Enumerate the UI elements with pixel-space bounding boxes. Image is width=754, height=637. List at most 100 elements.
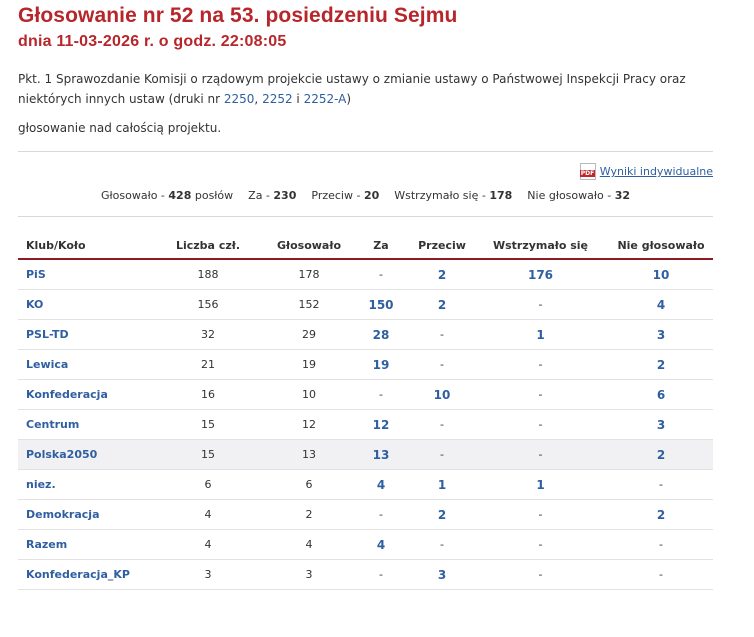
closing-paren: ) [346,92,352,106]
for-vote-link[interactable]: 13 [372,447,390,462]
club-name-link[interactable]: Demokracja [18,499,148,530]
cell-abstain: - [472,379,609,410]
club-results-table: Klub/Koło Liczba czł. Głosowało Za Przec… [18,232,713,590]
table-row: PSL-TD 32 29 28 - 1 3 [18,319,713,350]
separator: i [292,92,304,106]
table-row: Centrum 15 12 12- -3 [18,409,713,440]
club-name-link[interactable]: KO [18,289,148,320]
cell-abstain: - [472,289,609,320]
cell-against: - [412,529,472,560]
cell-for: - [350,499,412,530]
cell-for: 19 [350,349,412,380]
club-name-link[interactable]: Lewica [18,349,148,380]
cell-for: 150 [350,289,412,320]
table-row: Razem 4 4 4- - - [18,529,713,560]
for-vote-link[interactable]: 150 [368,297,394,312]
for-vote-link[interactable]: 4 [376,537,386,552]
cell-not-voted: 10 [609,259,713,290]
table-row: Polska2050 15 13 13- -2 [18,439,713,470]
voted-count: 428 [168,189,192,202]
against-count: 20 [363,189,380,202]
cell-members: 6 [148,469,268,500]
vote-summary: Głosowało - 428 posłów Za - 230 Przeciw … [18,189,713,202]
for-label: Za - [248,189,274,202]
cell-voted: 10 [268,379,350,410]
individual-results-label: Wyniki indywidualne [599,165,713,178]
abstain-label: Wstrzymało się - [394,189,490,202]
pdf-icon-label: PDF [579,170,596,177]
cell-abstain: 1 [472,469,609,500]
for-count: 230 [273,189,297,202]
not-voted-label: Nie głosowało - [527,189,615,202]
cell-voted: 13 [268,439,350,470]
club-name-link[interactable]: Konfederacja [18,379,148,410]
pdf-icon: PDF [579,163,596,180]
cell-voted: 3 [268,559,350,590]
cell-members: 156 [148,289,268,320]
table-row: Demokracja 4 2-2-2 [18,499,713,530]
column-header-voted: Głosowało [268,232,350,260]
cell-not-voted: - [609,559,713,590]
column-header-members: Liczba czł. [148,232,268,260]
abstain-vote-link[interactable]: 1 [536,327,545,342]
club-name-link[interactable]: Konfederacja_KP [18,559,148,590]
club-name-link[interactable]: Polska2050 [18,439,148,470]
cell-members: 4 [148,529,268,560]
cell-for: 4 [350,529,412,560]
against-vote-link[interactable]: 2 [437,297,447,312]
cell-for: - [350,559,412,590]
club-name-link[interactable]: PSL-TD [18,319,148,350]
club-name-link[interactable]: PiS [18,259,148,290]
for-vote-link[interactable]: 4 [376,477,386,492]
column-header-against: Przeciw [412,232,472,260]
for-vote-link[interactable]: 19 [372,357,390,372]
not-voted-vote-link[interactable]: 2 [656,507,666,522]
column-header-not-voted: Nie głosowało [609,232,713,260]
abstain-vote-link[interactable]: 176 [527,267,554,282]
against-vote-link[interactable]: 1 [437,477,447,492]
cell-not-voted: 2 [609,349,713,380]
table-row: Lewica 21 19 19- -2 [18,349,713,380]
for-vote-link[interactable]: 12 [372,417,390,432]
club-name-link[interactable]: Centrum [18,409,148,440]
against-vote-link[interactable]: 3 [437,567,447,582]
cell-abstain: 1 [472,319,609,350]
table-header-row: Klub/Koło Liczba czł. Głosowało Za Przec… [18,232,713,260]
cell-against: 10 [412,379,472,410]
against-vote-link[interactable]: 10 [433,387,451,402]
not-voted-vote-link[interactable]: 3 [656,327,666,342]
not-voted-count: 32 [614,189,631,202]
print-link-2250[interactable]: 2250 [223,92,255,106]
club-name-link[interactable]: Razem [18,529,148,560]
not-voted-vote-link[interactable]: 6 [656,387,666,402]
cell-not-voted: 4 [609,289,713,320]
not-voted-vote-link[interactable]: 3 [656,417,666,432]
not-voted-vote-link[interactable]: 2 [656,447,666,462]
cell-members: 4 [148,499,268,530]
not-voted-vote-link[interactable]: 4 [656,297,666,312]
club-name-link[interactable]: niez. [18,469,148,500]
cell-abstain: - [472,499,609,530]
cell-voted: 12 [268,409,350,440]
cell-members: 32 [148,319,268,350]
against-label: Przeciw - [311,189,364,202]
print-link-2252-a[interactable]: 2252-A [303,92,347,106]
cell-against: 1 [412,469,472,500]
against-vote-link[interactable]: 2 [437,507,447,522]
cell-members: 3 [148,559,268,590]
for-vote-link[interactable]: 28 [372,327,390,342]
voted-label: Głosowało - [100,189,169,202]
not-voted-vote-link[interactable]: 10 [652,267,670,282]
individual-results-link[interactable]: PDF Wyniki indywidualne [579,163,713,180]
abstain-vote-link[interactable]: 1 [536,477,545,492]
cell-not-voted: 3 [609,409,713,440]
column-header-for: Za [350,232,412,260]
table-row: PiS 188 178- 2 176 10 [18,259,713,290]
cell-voted: 29 [268,319,350,350]
page-title: Głosowanie nr 52 na 53. posiedzeniu Sejm… [18,4,458,27]
voted-unit: posłów [191,189,234,202]
print-link-2252[interactable]: 2252 [262,92,293,106]
against-vote-link[interactable]: 2 [437,267,447,282]
divider [18,151,713,152]
not-voted-vote-link[interactable]: 2 [656,357,666,372]
